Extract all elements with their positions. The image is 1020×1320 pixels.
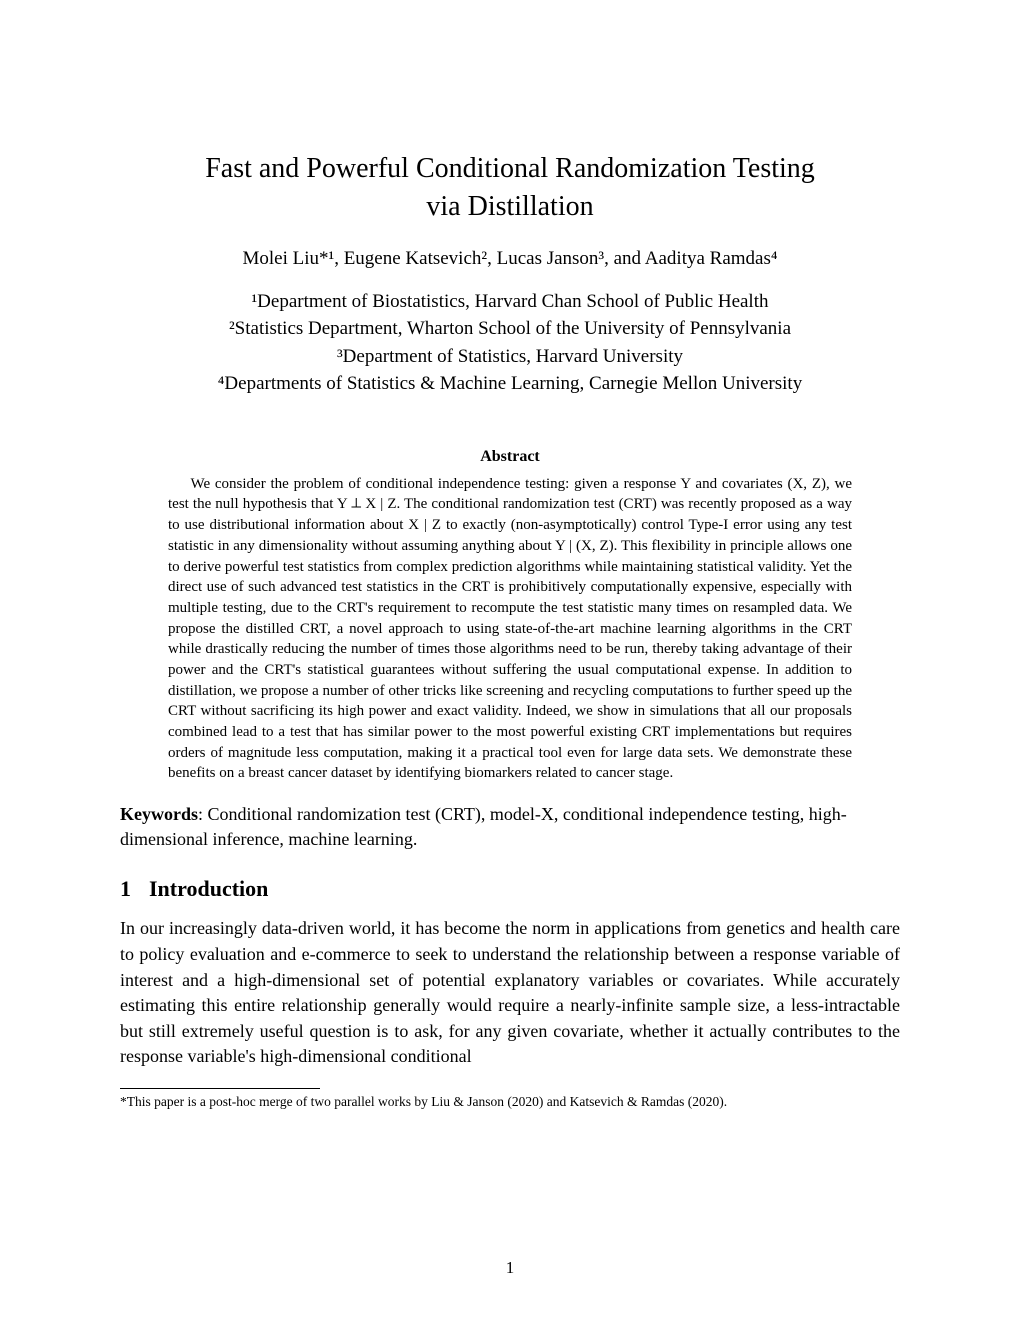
title-line-1: Fast and Powerful Conditional Randomizat… [205, 153, 815, 184]
title-line-2: via Distillation [426, 191, 593, 222]
abstract-text: We consider the problem of conditional i… [168, 476, 852, 782]
affiliation-3: ³Department of Statistics, Harvard Unive… [120, 343, 900, 371]
paper-title: Fast and Powerful Conditional Randomizat… [120, 150, 900, 226]
paper-page: Fast and Powerful Conditional Randomizat… [0, 0, 1020, 1320]
footnote-rule [120, 1088, 320, 1089]
intro-paragraph: In our increasingly data-driven world, i… [120, 916, 900, 1069]
affiliation-4: ⁴Departments of Statistics & Machine Lea… [120, 370, 900, 398]
authors-line: Molei Liu*¹, Eugene Katsevich², Lucas Ja… [120, 248, 900, 270]
section-1-number: 1 [120, 876, 131, 902]
keywords-text: : Conditional randomization test (CRT), … [120, 804, 847, 849]
keywords-line: Keywords: Conditional randomization test… [120, 802, 900, 852]
section-1-title: Introduction [149, 876, 268, 901]
footnote-text: *This paper is a post-hoc merge of two p… [120, 1093, 900, 1111]
abstract-heading: Abstract [120, 448, 900, 466]
keywords-label: Keywords [120, 804, 198, 824]
affiliation-1: ¹Department of Biostatistics, Harvard Ch… [120, 288, 900, 316]
affiliations-block: ¹Department of Biostatistics, Harvard Ch… [120, 288, 900, 398]
affiliation-2: ²Statistics Department, Wharton School o… [120, 315, 900, 343]
section-1-heading: 1 Introduction [120, 876, 900, 902]
abstract-body: We consider the problem of conditional i… [168, 474, 852, 784]
page-number: 1 [0, 1258, 1020, 1278]
